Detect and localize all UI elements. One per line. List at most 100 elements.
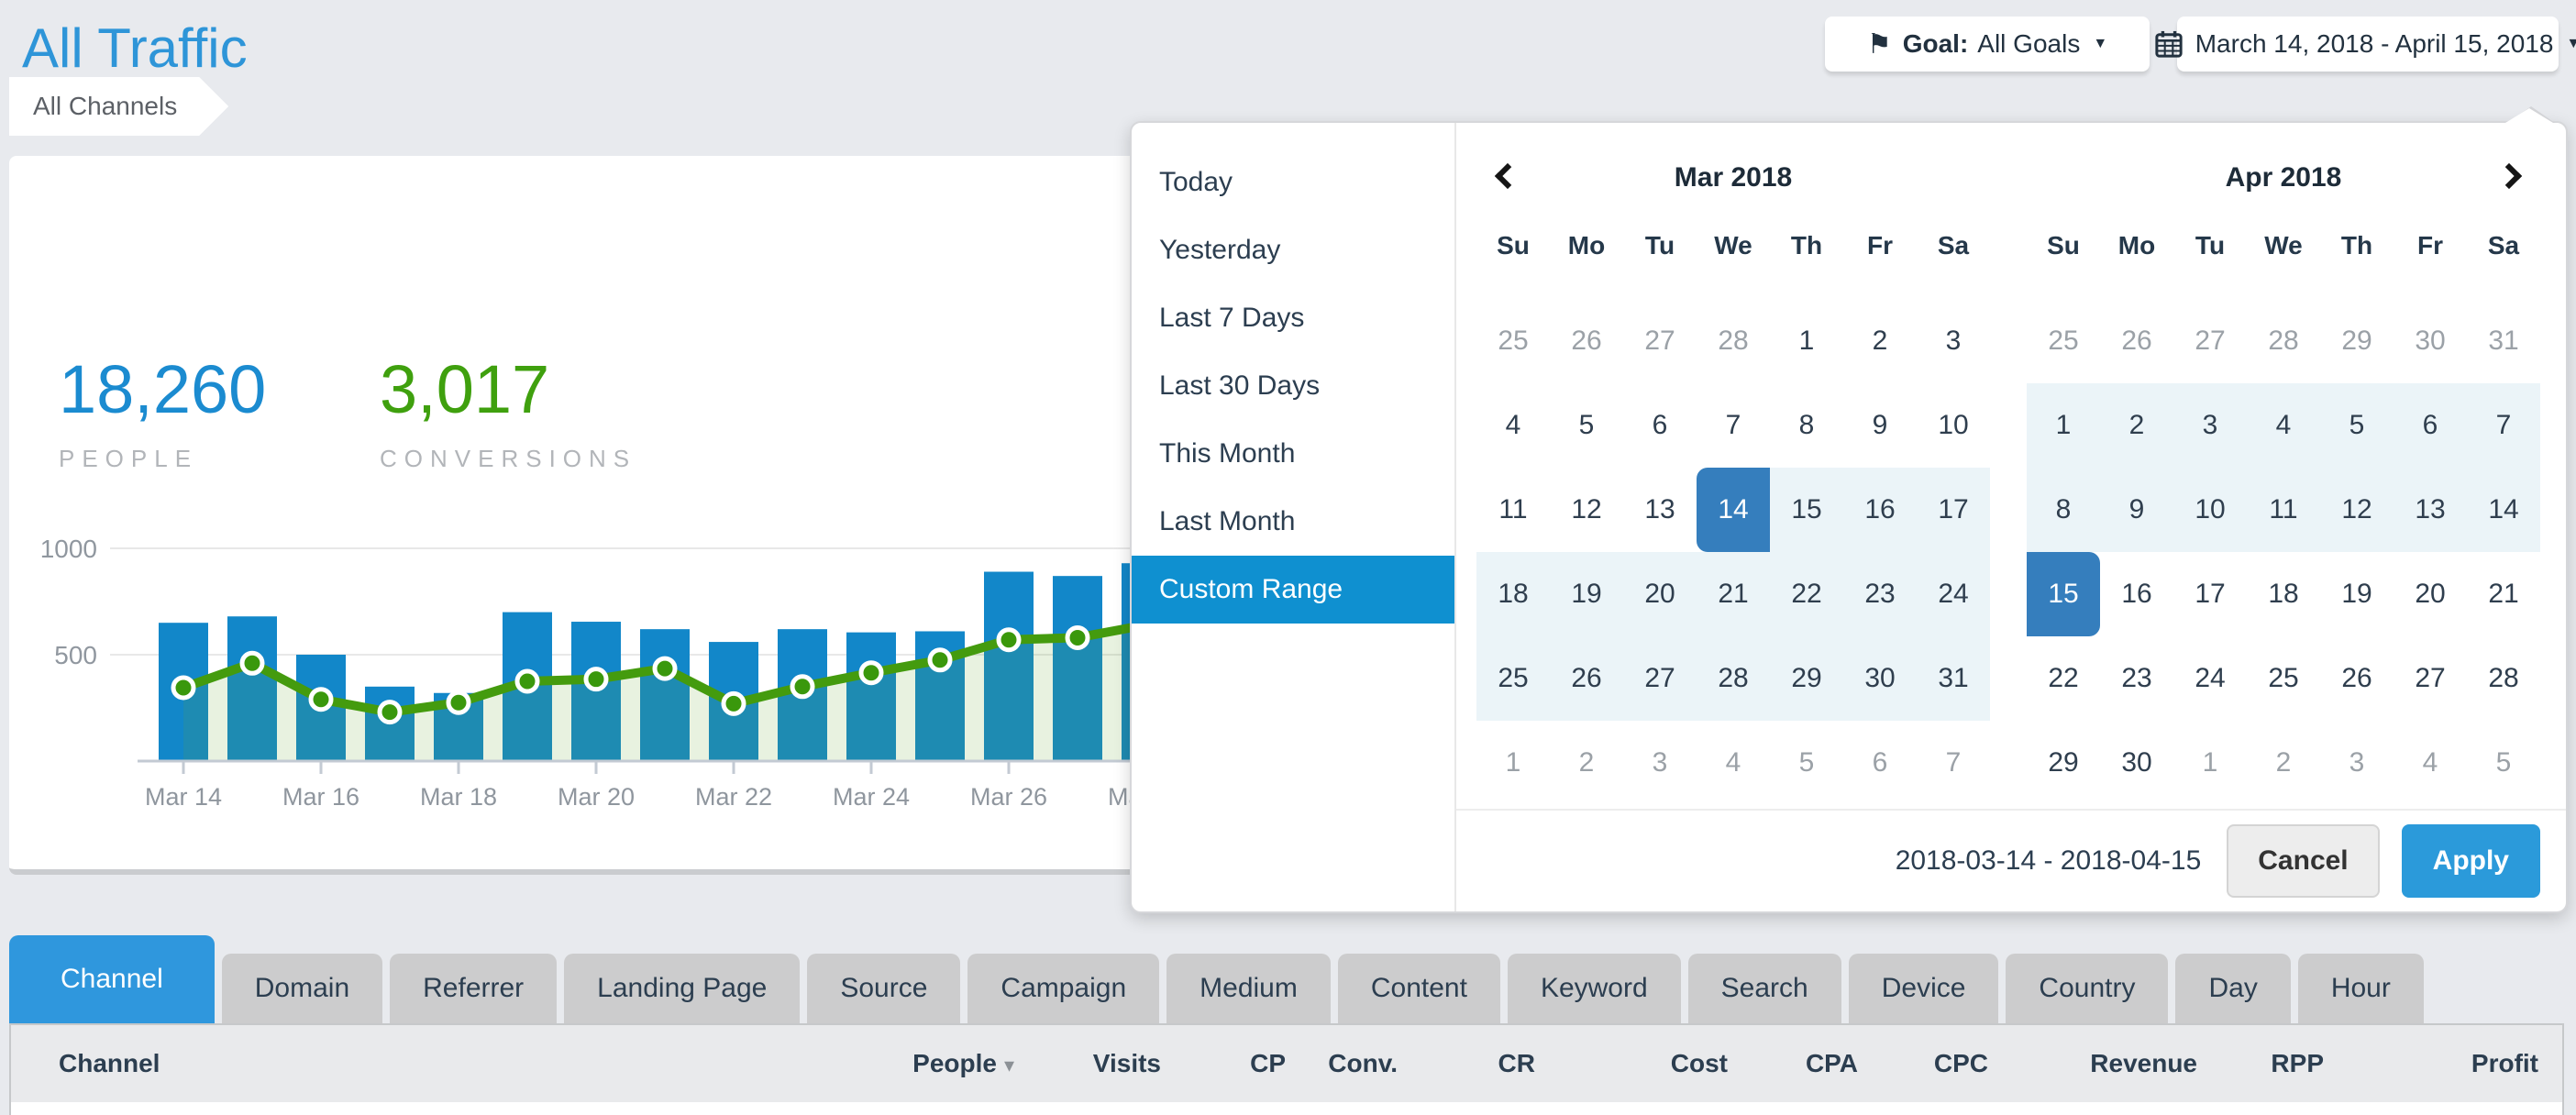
calendar-day[interactable]: 31: [1917, 636, 1990, 721]
calendar-day[interactable]: 28: [2268, 326, 2299, 356]
calendar-day[interactable]: 7: [2467, 383, 2540, 468]
cancel-button[interactable]: Cancel: [2227, 824, 2380, 898]
range-preset-this-month[interactable]: This Month: [1159, 438, 1296, 469]
calendar-day[interactable]: 4: [1505, 410, 1521, 440]
range-preset-last-30-days[interactable]: Last 30 Days: [1159, 370, 1321, 401]
column-header-cpa[interactable]: CPA: [1728, 1049, 1858, 1078]
column-header-cpc[interactable]: CPC: [1858, 1049, 1988, 1078]
calendar-day[interactable]: 3: [2349, 747, 2365, 778]
tab-device[interactable]: Device: [1848, 954, 1999, 1023]
calendar-day[interactable]: 24: [1917, 552, 1990, 636]
calendar-day[interactable]: 31: [2488, 326, 2519, 356]
calendar-day[interactable]: 23: [1843, 552, 1917, 636]
calendar-day[interactable]: 29: [2048, 747, 2079, 778]
calendar-day[interactable]: 27: [1623, 636, 1697, 721]
calendar-day[interactable]: 12: [1571, 494, 1602, 524]
column-header-visits[interactable]: Visits: [1014, 1049, 1161, 1078]
calendar-day[interactable]: 17: [1917, 468, 1990, 552]
calendar-day[interactable]: 10: [2173, 468, 2247, 552]
tab-hour[interactable]: Hour: [2297, 954, 2424, 1023]
calendar-day[interactable]: 23: [2121, 663, 2152, 693]
column-header-people[interactable]: People ▾: [794, 1049, 1014, 1078]
calendar-day[interactable]: 11: [2247, 468, 2320, 552]
range-preset-yesterday[interactable]: Yesterday: [1159, 235, 1281, 265]
goal-selector-button[interactable]: ⚑ Goal: All Goals ▼: [1825, 17, 2150, 72]
tab-channel[interactable]: Channel: [9, 935, 215, 1023]
tab-medium[interactable]: Medium: [1166, 954, 1331, 1023]
calendar-day[interactable]: 26: [2121, 326, 2152, 356]
calendar-day[interactable]: 20: [1623, 552, 1697, 636]
calendar-day[interactable]: 27: [2195, 326, 2226, 356]
tab-domain[interactable]: Domain: [221, 954, 383, 1023]
tab-search[interactable]: Search: [1687, 954, 1841, 1023]
calendar-day[interactable]: 3: [2173, 383, 2247, 468]
calendar-day[interactable]: 8: [1798, 410, 1815, 440]
breadcrumb[interactable]: All Channels: [9, 77, 228, 136]
tab-keyword[interactable]: Keyword: [1507, 954, 1681, 1023]
tab-day[interactable]: Day: [2175, 954, 2291, 1023]
column-header-cr[interactable]: CR: [1398, 1049, 1535, 1078]
calendar-day[interactable]: 12: [2320, 468, 2394, 552]
calendar-day[interactable]: 1: [2027, 383, 2100, 468]
calendar-day[interactable]: 6: [1652, 410, 1668, 440]
calendar-day[interactable]: 21: [1697, 552, 1770, 636]
calendar-day[interactable]: 14: [1697, 468, 1770, 552]
calendar-day[interactable]: 26: [1571, 326, 1602, 356]
calendar-day[interactable]: 21: [2488, 579, 2519, 609]
calendar-day[interactable]: 10: [1938, 410, 1969, 440]
calendar-day[interactable]: 6: [1872, 747, 1888, 778]
range-preset-custom-range[interactable]: Custom Range: [1132, 556, 1454, 624]
tab-landing-page[interactable]: Landing Page: [564, 954, 801, 1023]
calendar-day[interactable]: 4: [1725, 747, 1741, 778]
column-header-rpp[interactable]: RPP: [2197, 1049, 2324, 1078]
calendar-day[interactable]: 27: [1644, 326, 1675, 356]
column-header-profit[interactable]: Profit: [2324, 1049, 2538, 1078]
calendar-day[interactable]: 25: [2048, 326, 2079, 356]
calendar-day[interactable]: 22: [1770, 552, 1843, 636]
calendar-day[interactable]: 18: [2268, 579, 2299, 609]
calendar-day[interactable]: 7: [1945, 747, 1962, 778]
calendar-day[interactable]: 1: [1505, 747, 1521, 778]
calendar-day[interactable]: 3: [1652, 747, 1668, 778]
calendar-day[interactable]: 4: [2422, 747, 2438, 778]
calendar-day[interactable]: 25: [2268, 663, 2299, 693]
range-preset-last-month[interactable]: Last Month: [1159, 506, 1296, 536]
calendar-day[interactable]: 30: [1843, 636, 1917, 721]
calendar-day[interactable]: 16: [1843, 468, 1917, 552]
calendar-day[interactable]: 18: [1476, 552, 1550, 636]
calendar-day[interactable]: 2: [1872, 326, 1888, 356]
range-preset-last-7-days[interactable]: Last 7 Days: [1159, 303, 1305, 333]
calendar-day[interactable]: 16: [2121, 579, 2152, 609]
calendar-day[interactable]: 15: [1770, 468, 1843, 552]
calendar-day[interactable]: 5: [2495, 747, 2512, 778]
calendar-day[interactable]: 29: [1770, 636, 1843, 721]
calendar-day[interactable]: 30: [2121, 747, 2152, 778]
calendar-day[interactable]: 27: [2415, 663, 2446, 693]
tab-source[interactable]: Source: [807, 954, 961, 1023]
calendar-day[interactable]: 3: [1945, 326, 1962, 356]
column-header-channel[interactable]: Channel: [59, 1049, 794, 1078]
calendar-day[interactable]: 28: [1718, 326, 1749, 356]
calendar-day[interactable]: 30: [2415, 326, 2446, 356]
calendar-day[interactable]: 14: [2467, 468, 2540, 552]
calendar-day[interactable]: 11: [1498, 494, 1528, 524]
calendar-day[interactable]: 24: [2195, 663, 2226, 693]
column-header-conv-[interactable]: Conv.: [1286, 1049, 1398, 1078]
calendar-day[interactable]: 5: [1798, 747, 1815, 778]
calendar-day[interactable]: 5: [1578, 410, 1595, 440]
column-header-revenue[interactable]: Revenue: [1988, 1049, 2197, 1078]
tab-referrer[interactable]: Referrer: [390, 954, 558, 1023]
tab-content[interactable]: Content: [1337, 954, 1500, 1023]
calendar-day[interactable]: 17: [2195, 579, 2226, 609]
calendar-day[interactable]: 25: [1476, 636, 1550, 721]
calendar-day[interactable]: 29: [2341, 326, 2372, 356]
calendar-day[interactable]: 2: [2100, 383, 2173, 468]
calendar-day[interactable]: 2: [2275, 747, 2292, 778]
calendar-day[interactable]: 6: [2394, 383, 2467, 468]
calendar-day[interactable]: 26: [1550, 636, 1623, 721]
calendar-day[interactable]: 28: [1697, 636, 1770, 721]
calendar-day[interactable]: 4: [2247, 383, 2320, 468]
calendar-day[interactable]: 5: [2320, 383, 2394, 468]
calendar-day[interactable]: 28: [2488, 663, 2519, 693]
calendar-day[interactable]: 7: [1725, 410, 1741, 440]
